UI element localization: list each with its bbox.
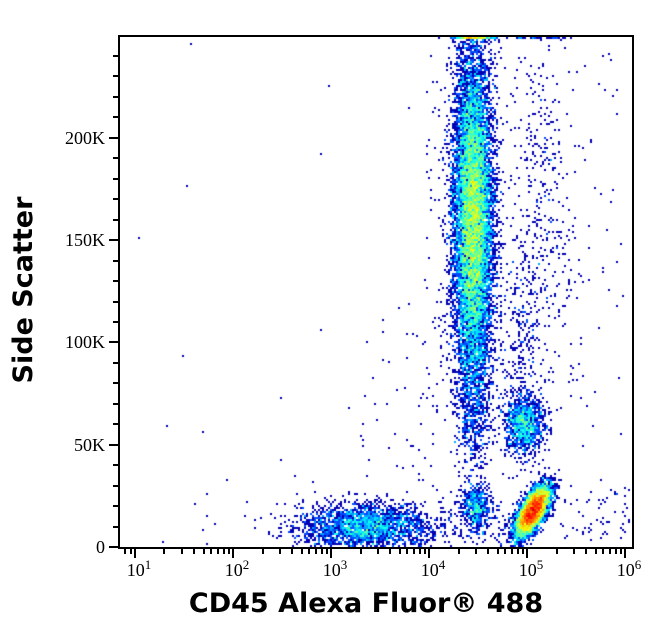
x-minor-tick <box>504 549 507 554</box>
x-minor-tick <box>406 549 409 554</box>
x-minor-tick <box>278 549 281 554</box>
x-minor-tick <box>320 549 323 554</box>
y-major-tick <box>109 443 118 446</box>
density-plot-canvas <box>120 37 632 547</box>
y-minor-tick <box>113 55 118 58</box>
y-minor-tick <box>113 320 118 323</box>
y-axis-tick-label: 0 <box>96 537 105 557</box>
y-minor-tick <box>113 300 118 303</box>
x-major-tick <box>624 549 627 558</box>
x-major-tick <box>133 549 136 558</box>
x-minor-tick <box>202 549 205 554</box>
y-minor-tick <box>113 382 118 385</box>
x-axis-tick-label: 101 <box>126 557 152 580</box>
x-axis-title: CD45 Alexa Fluor® 488 <box>188 588 544 619</box>
x-minor-tick <box>314 549 317 554</box>
y-minor-tick <box>113 423 118 426</box>
y-minor-tick <box>113 157 118 160</box>
y-axis-tick-label: 200K <box>65 127 105 148</box>
x-minor-tick <box>585 549 588 554</box>
y-minor-tick <box>113 116 118 119</box>
x-minor-tick <box>572 549 575 554</box>
y-minor-tick <box>113 361 118 364</box>
x-major-tick <box>330 549 332 558</box>
y-minor-tick <box>113 505 118 508</box>
y-axis-tick-label: 100K <box>65 332 105 353</box>
x-minor-tick <box>594 549 597 554</box>
y-minor-tick <box>113 280 118 283</box>
x-minor-tick <box>423 549 426 554</box>
y-axis-tick-label: 150K <box>65 230 105 251</box>
x-minor-tick <box>325 549 328 554</box>
x-minor-tick <box>193 549 195 554</box>
x-minor-tick <box>227 549 230 554</box>
x-minor-tick <box>308 549 311 554</box>
x-minor-tick <box>389 549 392 554</box>
x-minor-tick <box>210 549 213 554</box>
x-minor-tick <box>222 549 225 554</box>
x-minor-tick <box>412 549 415 554</box>
plot-area <box>118 35 634 549</box>
x-minor-tick <box>457 549 460 554</box>
x-minor-tick <box>516 549 519 554</box>
x-minor-tick <box>487 549 490 554</box>
y-major-tick <box>109 341 118 344</box>
x-minor-tick <box>359 549 362 554</box>
x-minor-tick <box>163 549 166 554</box>
y-minor-tick <box>113 525 118 528</box>
x-minor-tick <box>602 549 605 554</box>
x-minor-tick <box>129 549 132 554</box>
y-major-tick <box>109 136 118 139</box>
x-axis-tick-label: 106 <box>616 557 642 580</box>
x-minor-tick <box>619 549 622 554</box>
y-major-tick <box>109 239 118 242</box>
y-minor-tick <box>113 177 118 180</box>
x-axis-tick-label: 105 <box>518 557 544 580</box>
x-minor-tick <box>216 549 219 554</box>
x-axis-tick-label: 103 <box>322 557 348 580</box>
x-minor-tick <box>124 549 127 554</box>
x-major-tick <box>232 549 234 558</box>
x-minor-tick <box>376 549 379 554</box>
y-minor-tick <box>113 484 118 487</box>
x-minor-tick <box>261 549 264 554</box>
y-minor-tick <box>113 218 118 221</box>
y-minor-tick <box>113 259 118 262</box>
x-minor-tick <box>474 549 477 554</box>
y-minor-tick <box>113 464 118 467</box>
x-minor-tick <box>398 549 401 554</box>
y-axis-tick-label: 50K <box>74 434 105 455</box>
x-minor-tick <box>300 549 303 554</box>
x-minor-tick <box>496 549 499 554</box>
x-axis-tick-label: 104 <box>420 557 446 580</box>
y-minor-tick <box>113 75 118 78</box>
y-minor-tick <box>113 95 118 98</box>
x-minor-tick <box>418 549 421 554</box>
y-major-tick <box>109 546 118 548</box>
x-minor-tick <box>614 549 617 554</box>
y-axis-title: Side Scatter <box>8 196 39 384</box>
x-minor-tick <box>291 549 293 554</box>
x-minor-tick <box>608 549 611 554</box>
y-minor-tick <box>113 402 118 405</box>
x-minor-tick <box>180 549 183 554</box>
x-minor-tick <box>521 549 524 554</box>
x-major-tick <box>428 549 431 558</box>
x-major-tick <box>526 549 529 558</box>
y-minor-tick <box>113 198 118 201</box>
x-minor-tick <box>555 549 558 554</box>
x-axis-tick-label: 102 <box>224 557 250 580</box>
x-minor-tick <box>510 549 513 554</box>
